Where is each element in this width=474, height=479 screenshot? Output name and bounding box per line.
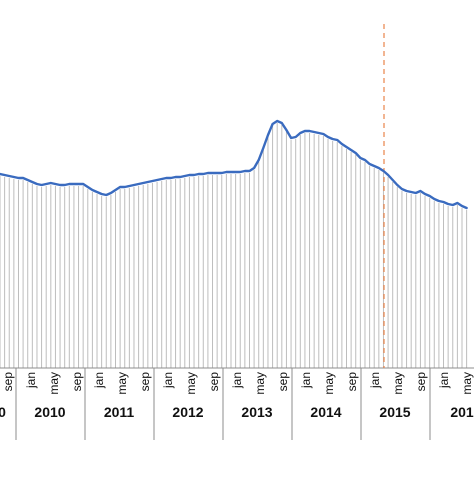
month-tick-label: may (460, 372, 474, 395)
month-tick-label: may (253, 372, 267, 395)
series-group (0, 119, 468, 210)
month-tick-label: may (184, 372, 198, 395)
month-tick-label: jan (24, 372, 38, 389)
month-tick-label: jan (92, 372, 106, 389)
month-tick-label: jan (230, 372, 244, 389)
month-tick-label: sep (1, 372, 15, 392)
month-tick-label: jan (299, 372, 313, 389)
month-tick-label: jan (161, 372, 175, 389)
year-label: 2012 (172, 404, 203, 420)
year-label: 2015 (379, 404, 410, 420)
month-tick-label: sep (345, 372, 359, 392)
year-label: 2014 (310, 404, 341, 420)
month-tick-labels: sep jan may sep jan may sep jan may sep jan may sep j… (1, 372, 474, 395)
month-tick-label: jan (368, 372, 382, 389)
month-tick-label: may (47, 372, 61, 395)
year-label: 201 (450, 404, 474, 420)
month-tick-label: may (322, 372, 336, 395)
month-tick-label: may (115, 372, 129, 395)
year-labels: 0 2010 2011 2012 2013 2014 2015 201 (0, 404, 474, 420)
month-tick-label: jan (437, 372, 451, 389)
year-label: 2010 (34, 404, 65, 420)
year-label: 2013 (241, 404, 272, 420)
month-tick-label: may (391, 372, 405, 395)
month-tick-label: sep (138, 372, 152, 392)
axis-group (0, 367, 474, 440)
month-tick-label: sep (207, 372, 221, 392)
month-tick-label: sep (276, 372, 290, 392)
year-label: 2011 (104, 404, 135, 420)
month-tick-label: sep (414, 372, 428, 392)
month-tick-label: sep (70, 372, 84, 392)
series-line (0, 119, 468, 210)
bar-background-group (0, 123, 468, 368)
year-label: 0 (0, 404, 6, 420)
